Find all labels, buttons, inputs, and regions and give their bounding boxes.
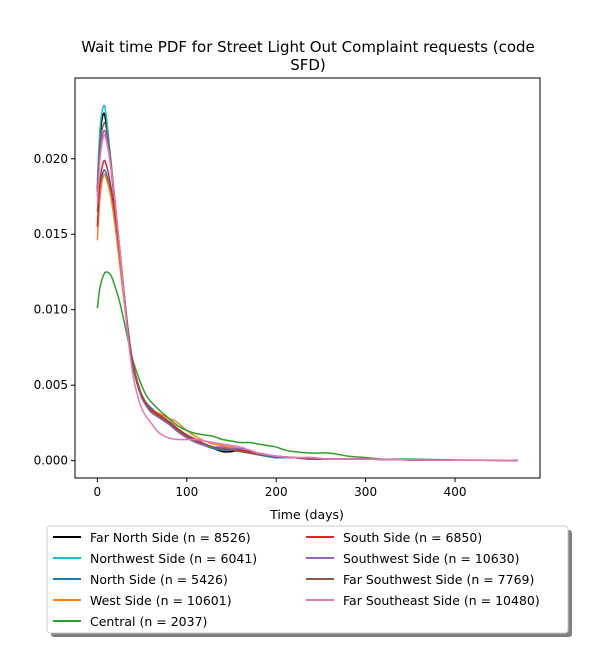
series-line-8 xyxy=(96,134,518,462)
plot-lines xyxy=(96,104,518,462)
x-tick-label: 300 xyxy=(354,485,377,499)
chart-title-line-1: Wait time PDF for Street Light Out Compl… xyxy=(81,38,535,56)
legend-label: Far Southwest Side (n = 7769) xyxy=(343,572,534,587)
y-axis-ticks: 0.000 0.005 0.010 0.015 0.020 xyxy=(34,152,75,468)
x-tick-label: 200 xyxy=(265,485,288,499)
plot-frame xyxy=(74,77,541,479)
legend-label: Northwest Side (n = 6041) xyxy=(90,551,257,566)
x-tick-label: 400 xyxy=(444,485,467,499)
legend-label: Central (n = 2037) xyxy=(90,614,207,629)
legend-label: West Side (n = 10601) xyxy=(90,593,232,608)
x-tick-label: 100 xyxy=(175,485,198,499)
legend-label: Southwest Side (n = 10630) xyxy=(343,551,520,566)
x-tick-label: 0 xyxy=(94,485,102,499)
x-axis-ticks: 0 100 200 300 400 xyxy=(94,478,467,499)
y-tick-label: 0.015 xyxy=(34,227,68,241)
y-tick-label: 0.020 xyxy=(34,152,68,166)
x-axis-label: Time (days) xyxy=(269,507,344,522)
y-tick-label: 0.005 xyxy=(34,378,68,392)
legend-label: North Side (n = 5426) xyxy=(90,572,228,587)
legend-entries: Far North Side (n = 8526) Northwest Side … xyxy=(53,530,540,629)
legend-label: South Side (n = 6850) xyxy=(343,530,482,545)
legend-label: Far Southeast Side (n = 10480) xyxy=(343,593,540,608)
legend: Far North Side (n = 8526) Northwest Side … xyxy=(46,525,572,637)
chart-title-line-2: SFD) xyxy=(290,56,326,74)
legend-label: Far North Side (n = 8526) xyxy=(90,530,251,545)
y-tick-label: 0.010 xyxy=(34,303,68,317)
y-tick-label: 0.000 xyxy=(34,454,68,468)
series-line-4 xyxy=(96,271,518,462)
